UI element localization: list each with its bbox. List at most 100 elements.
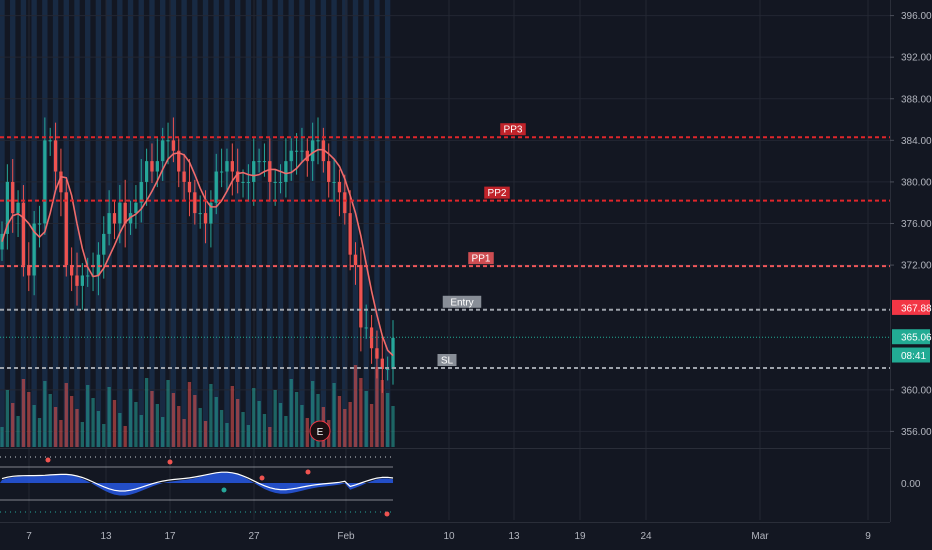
candle-body xyxy=(161,140,165,162)
candle-body xyxy=(64,192,68,266)
candle-body xyxy=(391,337,395,370)
volume-layer xyxy=(0,365,395,447)
volume-bar xyxy=(385,393,390,447)
price-tick-label: 372.00 xyxy=(901,261,932,272)
candle-body xyxy=(123,202,127,224)
candle-body xyxy=(209,202,213,224)
volume-bar xyxy=(128,389,133,447)
price-tag-2: 365.06 xyxy=(901,333,932,344)
time-axis[interactable]: 7 13 17 27 Feb 10 13 19 24 Mar 9 xyxy=(0,522,932,550)
earnings-marker-label: E xyxy=(317,427,324,438)
price-tick-label: 392.00 xyxy=(901,53,932,64)
candle-body xyxy=(289,150,293,162)
volume-bar xyxy=(150,391,154,447)
candle-body xyxy=(257,161,261,163)
time-tick-label: 13 xyxy=(100,531,112,542)
candle-body xyxy=(96,254,101,276)
volume-bar xyxy=(177,406,181,447)
candle-body xyxy=(102,233,106,255)
earnings-marker[interactable] xyxy=(309,420,331,442)
osc-area xyxy=(0,472,393,496)
level-label-box xyxy=(437,353,457,366)
candle-body xyxy=(69,265,74,276)
volume-bar xyxy=(43,381,47,447)
volume-bar xyxy=(107,387,111,447)
candle-body xyxy=(37,223,42,225)
osc-signal-dot xyxy=(221,487,227,493)
price-tag-3: 08:41 xyxy=(901,351,926,362)
volume-bar xyxy=(102,424,106,447)
time-axis-bg xyxy=(0,522,932,550)
markers: E xyxy=(309,420,331,442)
volume-bar xyxy=(246,425,251,447)
candle-body xyxy=(278,181,283,183)
candle-body xyxy=(198,213,202,215)
volume-bar xyxy=(134,402,138,447)
candle-body xyxy=(385,369,390,371)
candle-body xyxy=(75,275,79,286)
candle-body xyxy=(139,181,143,203)
volume-bar xyxy=(5,390,10,447)
volume-bar xyxy=(348,402,352,447)
candle-body xyxy=(134,202,138,214)
candle-body xyxy=(11,181,15,214)
price-axis-bg xyxy=(890,0,932,550)
volume-bar xyxy=(268,427,272,447)
candle-body xyxy=(369,327,374,349)
price-tag-box xyxy=(892,329,930,345)
candle-body xyxy=(112,213,117,224)
volume-bar xyxy=(123,426,127,447)
candle-body xyxy=(321,140,326,162)
volume-bar xyxy=(391,406,395,447)
price-tick-label: 380.00 xyxy=(901,177,932,188)
candle-body xyxy=(59,171,63,193)
volume-bar xyxy=(16,416,20,447)
volume-bar xyxy=(86,385,90,447)
time-tick-label: 27 xyxy=(248,531,260,542)
volume-bar xyxy=(80,422,85,447)
candle-body xyxy=(230,161,234,172)
volume-bar xyxy=(139,415,143,447)
level-label-sl: SL xyxy=(441,355,454,366)
candle-body xyxy=(364,327,368,329)
candle-body xyxy=(43,140,47,224)
volume-bar xyxy=(187,382,192,447)
moving-average-line xyxy=(1,148,394,357)
candle-body xyxy=(343,192,347,214)
volume-bar xyxy=(236,399,240,447)
volume-bar xyxy=(380,380,384,447)
level-label-pp3: PP3 xyxy=(504,125,523,136)
level-label-box xyxy=(468,252,494,265)
volume-bar xyxy=(214,397,218,447)
volume-bar xyxy=(289,379,293,447)
candle-body xyxy=(5,181,10,234)
candle-body xyxy=(252,161,256,182)
candle-body xyxy=(150,161,154,172)
price-axis[interactable]: 396.00 392.00 388.00 384.00 380.00 376.00 372.… xyxy=(890,0,932,550)
candle-body xyxy=(316,140,320,142)
level-label-pp1: PP1 xyxy=(472,254,491,265)
candle-body xyxy=(203,213,208,224)
volume-bar xyxy=(359,378,363,447)
candle-body xyxy=(214,171,218,203)
volume-bar xyxy=(48,394,52,447)
volume-bar xyxy=(112,400,117,447)
candle-body xyxy=(246,181,251,183)
volume-bar xyxy=(257,401,261,447)
volume-bar xyxy=(75,409,79,447)
candle-body xyxy=(327,161,331,182)
candle-body xyxy=(0,233,4,250)
time-tick-label: 19 xyxy=(574,531,586,542)
level-lines: PP3 PP2 PP1 Entry SL xyxy=(0,123,890,369)
volume-bar xyxy=(278,403,283,447)
volume-bar xyxy=(219,410,224,447)
volume-bar xyxy=(252,388,256,447)
volume-bar xyxy=(182,419,186,447)
candle-body xyxy=(380,358,384,370)
candle-body xyxy=(332,181,336,183)
volume-bar xyxy=(0,427,4,447)
osc-signal-dot xyxy=(45,457,51,463)
volume-bar xyxy=(171,393,176,447)
